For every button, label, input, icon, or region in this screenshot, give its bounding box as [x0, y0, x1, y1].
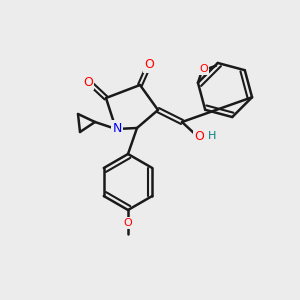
Text: O: O	[124, 218, 132, 228]
Text: O: O	[194, 130, 204, 142]
Text: H: H	[208, 131, 216, 141]
Text: O: O	[144, 58, 154, 71]
Text: N: N	[112, 122, 122, 134]
Text: O: O	[83, 76, 93, 88]
Text: O: O	[200, 64, 208, 74]
